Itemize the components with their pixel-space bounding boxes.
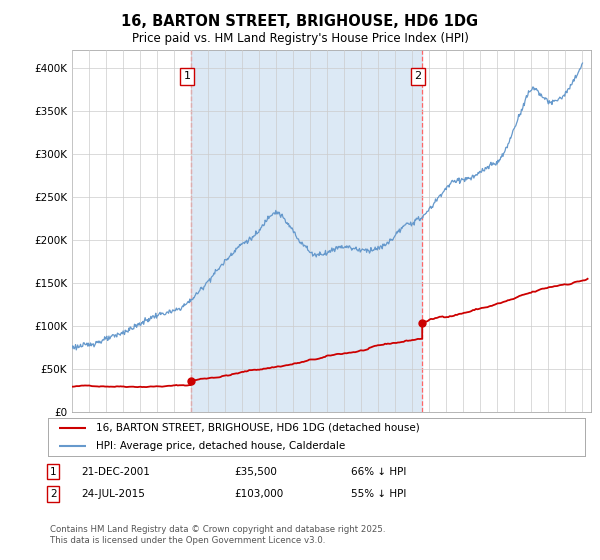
Text: 66% ↓ HPI: 66% ↓ HPI: [351, 466, 406, 477]
Text: 2: 2: [50, 489, 56, 499]
Text: HPI: Average price, detached house, Calderdale: HPI: Average price, detached house, Cald…: [97, 441, 346, 451]
Text: 16, BARTON STREET, BRIGHOUSE, HD6 1DG: 16, BARTON STREET, BRIGHOUSE, HD6 1DG: [121, 14, 479, 29]
Text: 1: 1: [184, 71, 190, 81]
Text: 21-DEC-2001: 21-DEC-2001: [81, 466, 150, 477]
Text: 2: 2: [415, 71, 422, 81]
Text: 1: 1: [50, 466, 56, 477]
Text: 16, BARTON STREET, BRIGHOUSE, HD6 1DG (detached house): 16, BARTON STREET, BRIGHOUSE, HD6 1DG (d…: [97, 423, 420, 433]
Bar: [191, 50, 422, 412]
Text: £103,000: £103,000: [234, 489, 283, 499]
Text: Price paid vs. HM Land Registry's House Price Index (HPI): Price paid vs. HM Land Registry's House …: [131, 32, 469, 45]
Text: 55% ↓ HPI: 55% ↓ HPI: [351, 489, 406, 499]
Text: 24-JUL-2015: 24-JUL-2015: [81, 489, 145, 499]
Text: £35,500: £35,500: [234, 466, 277, 477]
Text: Contains HM Land Registry data © Crown copyright and database right 2025.
This d: Contains HM Land Registry data © Crown c…: [50, 525, 385, 545]
